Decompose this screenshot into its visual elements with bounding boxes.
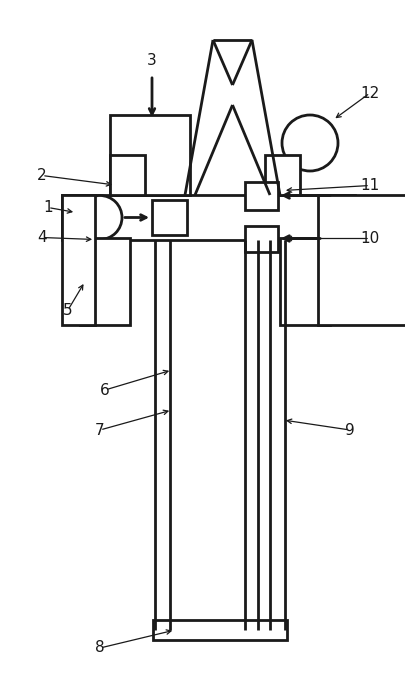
Text: 5: 5	[63, 302, 73, 318]
Text: 2: 2	[37, 168, 47, 183]
Bar	[152, 200, 187, 235]
Bar	[62, 195, 95, 325]
Bar	[110, 115, 190, 195]
Text: 3: 3	[147, 52, 157, 68]
Bar	[80, 238, 130, 325]
Bar	[265, 155, 300, 195]
Bar	[62, 195, 355, 240]
Text: 11: 11	[360, 178, 379, 193]
Circle shape	[78, 195, 122, 240]
Bar	[110, 155, 145, 195]
Text: 8: 8	[95, 641, 105, 655]
Bar	[245, 181, 278, 210]
Text: 12: 12	[360, 86, 379, 100]
Text: 1: 1	[43, 200, 53, 215]
Text: 10: 10	[360, 231, 379, 246]
Bar	[245, 226, 278, 252]
Circle shape	[282, 115, 338, 171]
Bar	[153, 620, 287, 640]
Text: 4: 4	[37, 230, 47, 245]
Bar	[318, 195, 405, 325]
Text: 6: 6	[100, 383, 110, 397]
Text: 9: 9	[345, 422, 355, 438]
Text: 7: 7	[95, 422, 105, 438]
Bar	[280, 238, 330, 325]
